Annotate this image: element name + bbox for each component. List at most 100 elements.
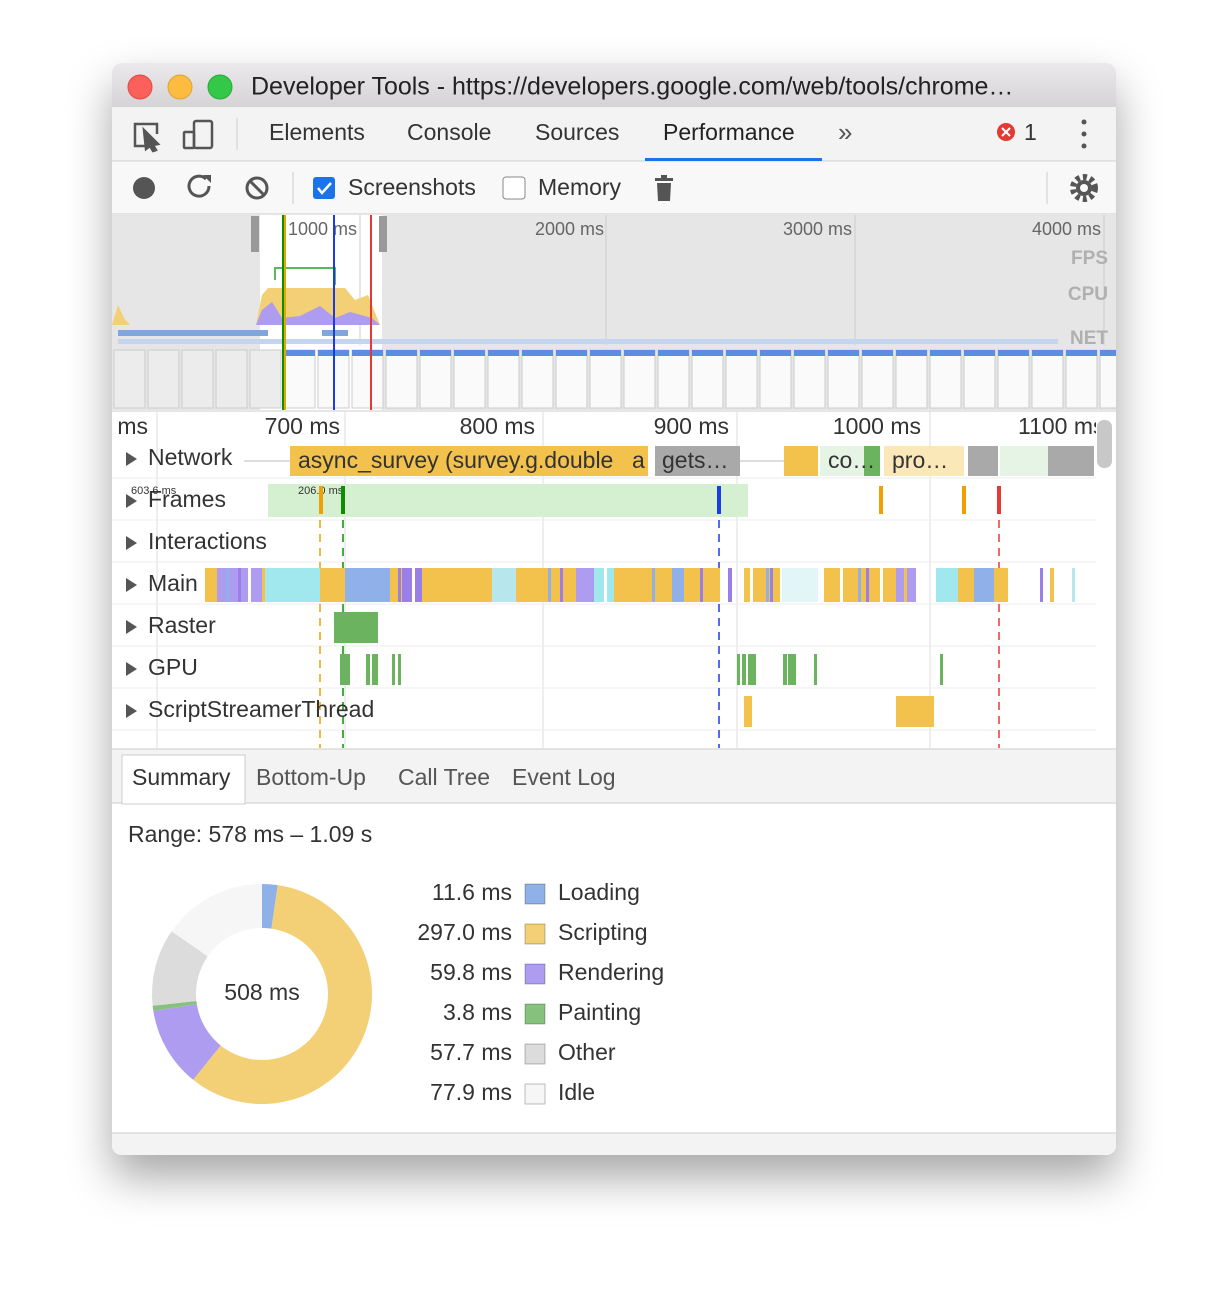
expand-arrow[interactable]	[126, 452, 137, 466]
task[interactable]	[672, 568, 684, 602]
device-icon[interactable]	[182, 119, 214, 150]
task[interactable]	[1072, 568, 1075, 602]
script-task[interactable]	[744, 696, 752, 727]
task	[858, 568, 861, 602]
minimize-button[interactable]	[167, 74, 193, 100]
expand-arrow[interactable]	[126, 662, 137, 676]
error-count[interactable]: 1	[1024, 119, 1037, 145]
track-label[interactable]: Main	[148, 570, 198, 596]
network-request[interactable]	[1000, 446, 1048, 476]
memory-checkbox[interactable]	[502, 176, 526, 200]
panel-tab[interactable]: Console	[407, 119, 491, 145]
network-request[interactable]	[628, 446, 648, 476]
gpu-task[interactable]	[748, 654, 756, 685]
task[interactable]	[1050, 568, 1054, 602]
task[interactable]	[728, 568, 732, 602]
reload-button[interactable]	[187, 174, 211, 198]
memory-label[interactable]: Memory	[538, 174, 622, 200]
expand-arrow[interactable]	[126, 494, 137, 508]
close-button[interactable]	[127, 74, 153, 100]
gpu-task[interactable]	[340, 654, 350, 685]
track-label[interactable]: Raster	[148, 612, 216, 638]
error-icon-x	[1001, 127, 1011, 137]
scrollbar[interactable]	[1097, 420, 1112, 468]
gpu-task[interactable]	[742, 654, 746, 685]
screenshot-thumbnail	[555, 349, 588, 409]
details-tab[interactable]: Event Log	[512, 764, 616, 790]
task[interactable]	[492, 568, 516, 602]
task[interactable]	[422, 568, 492, 602]
task[interactable]	[936, 568, 958, 602]
expand-arrow[interactable]	[126, 536, 137, 550]
legend-swatch	[524, 923, 546, 945]
frame[interactable]	[268, 484, 748, 517]
track-label[interactable]: Interactions	[148, 528, 267, 554]
network-request[interactable]	[968, 446, 998, 476]
task[interactable]	[516, 568, 576, 602]
task[interactable]	[576, 568, 594, 602]
network-request[interactable]	[884, 446, 964, 476]
total-time: 508 ms	[224, 979, 299, 1005]
panel-tab[interactable]: Performance	[663, 119, 795, 145]
network-request[interactable]	[784, 446, 818, 476]
expand-arrow[interactable]	[126, 704, 137, 718]
gpu-task[interactable]	[392, 654, 395, 685]
track-label[interactable]: Frames	[148, 486, 226, 512]
gpu-task[interactable]	[398, 654, 401, 685]
screenshots-label[interactable]: Screenshots	[348, 174, 476, 200]
panel-tab[interactable]: Elements	[269, 119, 365, 145]
track-label[interactable]: ScriptStreamerThread	[148, 696, 374, 722]
task[interactable]	[958, 568, 974, 602]
task[interactable]	[782, 568, 818, 602]
screenshots-checkbox[interactable]	[313, 177, 335, 199]
panel-tab[interactable]: Sources	[535, 119, 619, 145]
gpu-task[interactable]	[783, 654, 787, 685]
gpu-task[interactable]	[366, 654, 370, 685]
task[interactable]	[345, 568, 390, 602]
gpu-task[interactable]	[788, 654, 796, 685]
task[interactable]	[974, 568, 994, 602]
menu-icon[interactable]	[1081, 119, 1087, 149]
task[interactable]	[320, 568, 345, 602]
gpu-task[interactable]	[814, 654, 817, 685]
task[interactable]	[744, 568, 780, 602]
gpu-task[interactable]	[372, 654, 378, 685]
zoom-button[interactable]	[207, 74, 233, 100]
network-request[interactable]	[290, 446, 628, 476]
track-label[interactable]: Network	[148, 444, 233, 470]
frame-marker	[319, 486, 323, 514]
frame-marker	[717, 486, 721, 514]
overview-tick-label: 3000 ms	[783, 219, 852, 239]
task[interactable]	[205, 568, 217, 602]
network-request[interactable]	[864, 446, 880, 476]
gpu-task[interactable]	[940, 654, 943, 685]
selection-handle[interactable]	[251, 216, 259, 252]
task[interactable]	[994, 568, 1008, 602]
inspect-icon[interactable]	[133, 122, 161, 153]
legend-label: Painting	[558, 999, 641, 1025]
network-request[interactable]	[655, 446, 740, 476]
gpu-task[interactable]	[737, 654, 740, 685]
time-tick-label: 800 ms	[460, 413, 535, 439]
network-request[interactable]	[820, 446, 864, 476]
record-button[interactable]	[133, 177, 155, 199]
network-label: co…	[828, 447, 875, 473]
trash-button[interactable]	[655, 175, 673, 201]
task[interactable]	[1040, 568, 1043, 602]
details-tab[interactable]: Call Tree	[398, 764, 490, 790]
settings-button[interactable]	[1070, 174, 1098, 202]
legend-label: Loading	[558, 879, 640, 905]
more-tabs[interactable]: »	[838, 117, 852, 147]
track-label[interactable]: GPU	[148, 654, 198, 680]
expand-arrow[interactable]	[126, 620, 137, 634]
clear-button[interactable]	[245, 176, 269, 200]
details-tab[interactable]: Bottom-Up	[256, 764, 366, 790]
task	[840, 568, 843, 602]
expand-arrow[interactable]	[126, 578, 137, 592]
raster-task[interactable]	[334, 612, 378, 643]
network-request[interactable]	[1048, 446, 1094, 476]
selection-handle[interactable]	[379, 216, 387, 252]
script-task[interactable]	[896, 696, 934, 727]
task[interactable]	[265, 568, 320, 602]
details-tab[interactable]: Summary	[132, 764, 231, 790]
